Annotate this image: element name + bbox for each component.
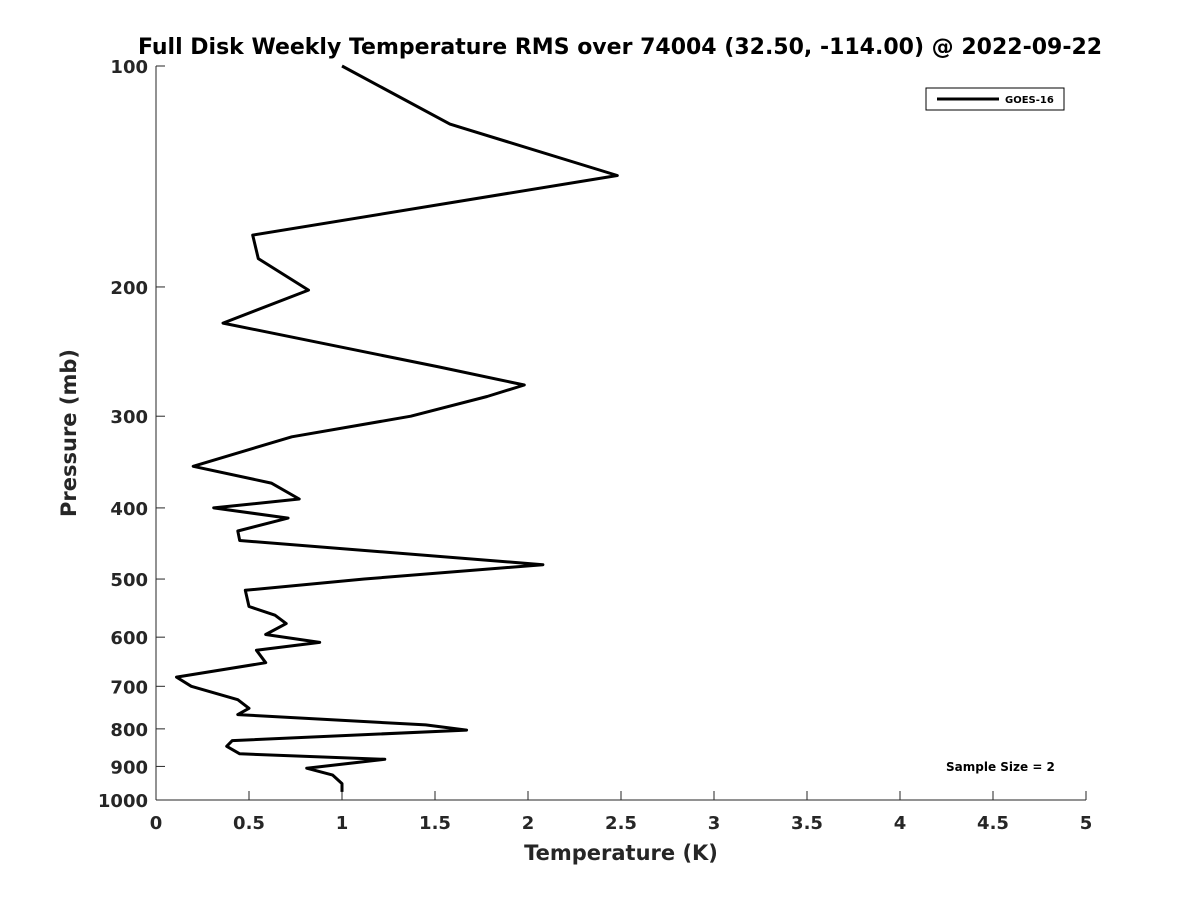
x-tick-label: 4 bbox=[894, 813, 907, 834]
series-line-goes-16 bbox=[175, 64, 619, 792]
x-tick-label: 5 bbox=[1080, 813, 1093, 834]
x-tick-label: 0.5 bbox=[233, 813, 265, 834]
y-tick-label: 700 bbox=[110, 677, 148, 698]
y-axis-ticks: 100 200 300 400 500 600 700 800 900 1000 bbox=[98, 57, 165, 812]
plot-area: 0 0.5 1 1.5 2 2.5 3 3.5 4 4.5 5 100 200 300 400 500 600… bbox=[98, 57, 1092, 834]
sample-size-annotation: Sample Size = 2 bbox=[946, 760, 1055, 774]
x-tick-label: 3 bbox=[708, 813, 721, 834]
y-tick-label: 500 bbox=[110, 570, 148, 591]
x-tick-label: 1.5 bbox=[419, 813, 451, 834]
x-tick-label: 0 bbox=[150, 813, 163, 834]
legend-entry-goes-16: GOES-16 bbox=[1005, 95, 1054, 106]
x-tick-label: 4.5 bbox=[977, 813, 1009, 834]
y-tick-label: 300 bbox=[110, 407, 148, 428]
x-axis-ticks: 0 0.5 1 1.5 2 2.5 3 3.5 4 4.5 5 bbox=[150, 791, 1093, 834]
y-tick-label: 900 bbox=[110, 757, 148, 778]
legend: GOES-16 bbox=[925, 87, 1065, 111]
y-tick-label: 400 bbox=[110, 499, 148, 520]
y-tick-label: 100 bbox=[110, 57, 148, 78]
x-tick-label: 2 bbox=[522, 813, 535, 834]
y-tick-label: 1000 bbox=[98, 791, 148, 812]
x-axis-label: Temperature (K) bbox=[524, 841, 718, 865]
y-tick-label: 200 bbox=[110, 278, 148, 299]
x-tick-label: 1 bbox=[336, 813, 349, 834]
x-tick-label: 3.5 bbox=[791, 813, 823, 834]
y-axis-label: Pressure (mb) bbox=[57, 349, 81, 517]
chart-title: Full Disk Weekly Temperature RMS over 74… bbox=[138, 35, 1102, 60]
x-tick-label: 2.5 bbox=[605, 813, 637, 834]
y-tick-label: 800 bbox=[110, 720, 148, 741]
y-tick-label: 600 bbox=[110, 628, 148, 649]
